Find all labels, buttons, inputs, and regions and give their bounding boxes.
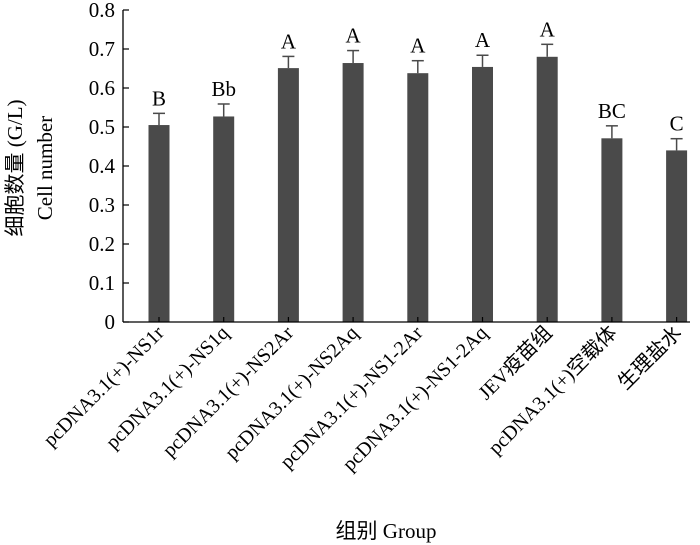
significance-label: A [475,28,491,52]
y-tick-label: 0.7 [89,37,115,61]
y-tick-label: 0.6 [89,76,115,100]
significance-label: BC [598,99,626,123]
y-tick-label: 0.1 [89,271,115,295]
bar [213,116,235,322]
y-tick-label: 0.4 [89,154,116,178]
significance-label: A [410,34,426,58]
y-axis-label-english: Cell number [33,116,57,220]
bar [407,73,429,323]
bar [148,125,170,322]
bars-group: B Bb A A A A A BC C [148,17,688,323]
bar [342,63,364,322]
y-axis-ticks: 0 0.1 0.2 0.3 0.4 0.5 0.6 0.7 0.8 [89,0,129,334]
y-tick-label: 0.3 [89,193,115,217]
y-tick-label: 0.5 [89,115,115,139]
significance-label: A [540,17,556,41]
significance-label: A [346,24,362,48]
y-axis-label-chinese: 细胞数量 (G/L) [3,99,27,236]
bar [666,150,688,322]
x-tick-label: 生理盐水 [613,321,686,394]
bar [601,138,623,322]
significance-label: Bb [211,77,236,101]
y-tick-label: 0.2 [89,232,115,256]
y-tick-label: 0.8 [89,0,115,22]
significance-label: A [281,29,297,53]
x-tick-label: pcDNA3.1(+)空载体 [484,321,622,459]
bar [536,56,558,323]
bar [277,68,299,322]
x-axis-label: 组别 Group [336,519,437,543]
significance-label: C [670,112,684,136]
x-tick-label: pcDNA3.1(+)-NS1r [39,322,168,451]
y-tick-label: 0 [105,310,116,334]
x-tick-label: pcDNA3.1(+)-NS1q [102,322,234,454]
bar [472,66,493,322]
significance-label: B [152,86,166,110]
